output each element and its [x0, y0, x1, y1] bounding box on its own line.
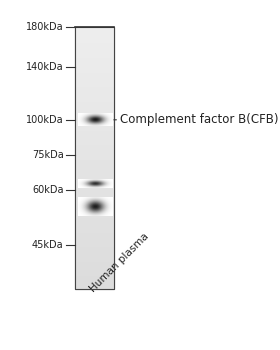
- Text: 180kDa: 180kDa: [26, 22, 64, 32]
- Text: 45kDa: 45kDa: [32, 240, 64, 251]
- Bar: [75, 27, 114, 289]
- Text: Human plasma: Human plasma: [88, 231, 150, 294]
- Text: 60kDa: 60kDa: [32, 186, 64, 196]
- Text: 100kDa: 100kDa: [26, 115, 64, 125]
- Text: 75kDa: 75kDa: [32, 150, 64, 160]
- Bar: [75, 27, 114, 289]
- Text: Complement factor B(CFB): Complement factor B(CFB): [120, 113, 279, 126]
- Text: 140kDa: 140kDa: [26, 62, 64, 72]
